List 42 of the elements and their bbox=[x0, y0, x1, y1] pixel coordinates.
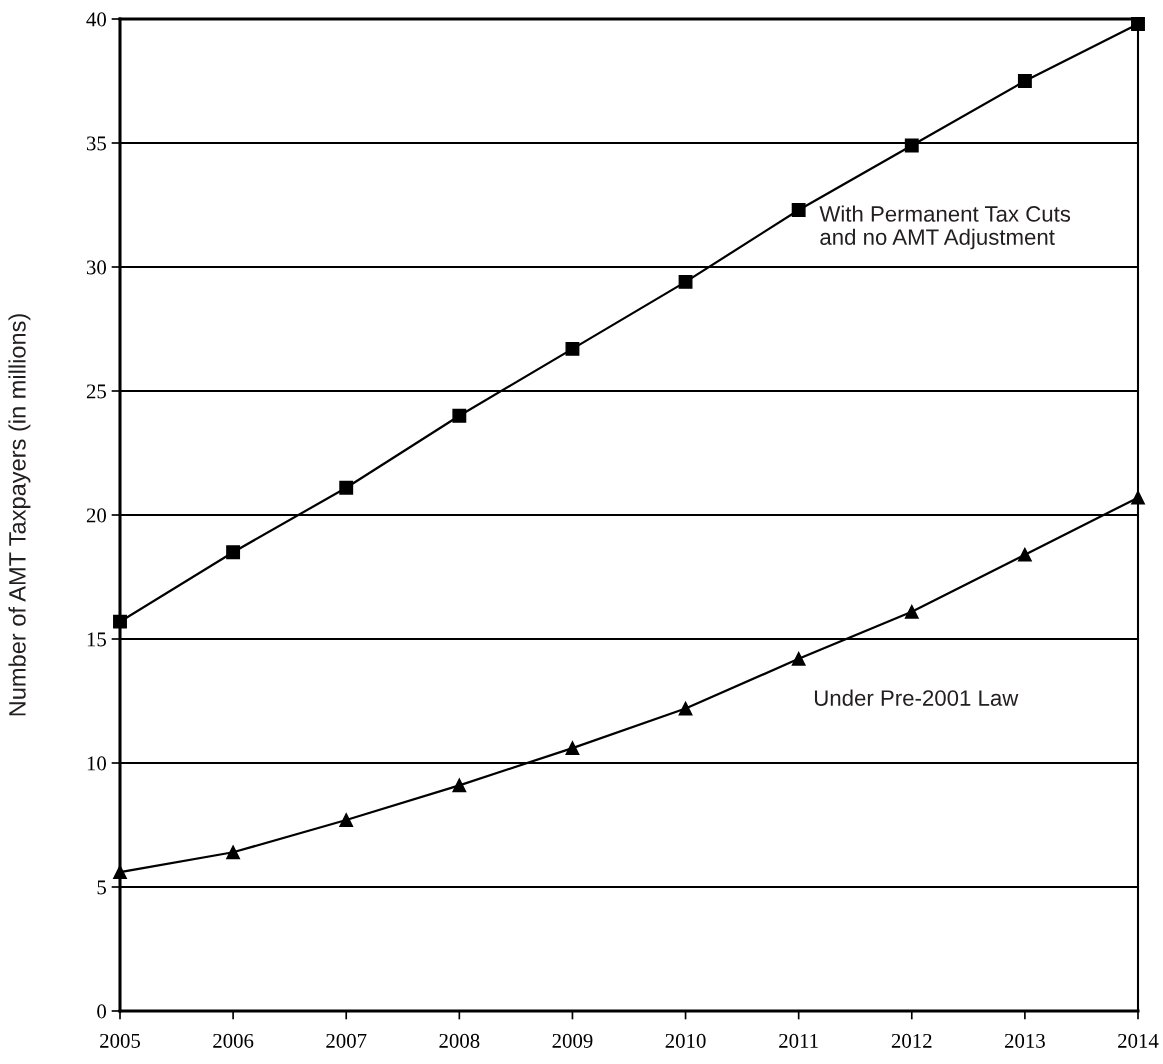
y-axis-title: Number of AMT Taxpayers (in millions) bbox=[8, 314, 31, 716]
point bbox=[452, 778, 467, 793]
point bbox=[565, 741, 580, 756]
point bbox=[791, 651, 806, 666]
point bbox=[904, 138, 919, 153]
y-tick-label: 35 bbox=[86, 136, 106, 151]
point bbox=[452, 408, 467, 423]
y-tick-label: 20 bbox=[86, 508, 107, 523]
y-tick-label: 40 bbox=[86, 12, 107, 27]
y-tick-label: 5 bbox=[97, 880, 106, 895]
y-tick-label: 0 bbox=[97, 1004, 107, 1019]
x-tick-label: 2011 bbox=[779, 1033, 818, 1048]
x-tick-label: 2013 bbox=[1004, 1033, 1045, 1048]
point bbox=[113, 614, 127, 629]
y-tick-label: 10 bbox=[87, 756, 107, 771]
x-tick-label: 2005 bbox=[100, 1033, 141, 1048]
x-tick-label: 2010 bbox=[665, 1033, 706, 1048]
x-tick-label: 2006 bbox=[213, 1033, 254, 1048]
point bbox=[1131, 490, 1145, 505]
point bbox=[678, 274, 693, 289]
x-tick-label: 2007 bbox=[326, 1033, 367, 1048]
y-tick-label: 30 bbox=[86, 260, 107, 275]
y-tick-label: 25 bbox=[86, 384, 106, 399]
point bbox=[339, 480, 354, 495]
point bbox=[226, 845, 241, 860]
series-label: With Permanent Tax Cuts and no AMT Adjustment bbox=[819, 205, 1071, 250]
point bbox=[339, 813, 354, 827]
point bbox=[904, 604, 919, 619]
point bbox=[1017, 74, 1032, 88]
point bbox=[678, 701, 693, 716]
x-tick-label: 2012 bbox=[891, 1033, 932, 1048]
point bbox=[791, 203, 806, 217]
point bbox=[565, 341, 580, 356]
x-tick-label: 2009 bbox=[552, 1033, 593, 1048]
point bbox=[1017, 547, 1032, 562]
x-tick-label: 2008 bbox=[439, 1033, 480, 1048]
point bbox=[1131, 17, 1145, 31]
point bbox=[113, 865, 127, 880]
series-label: Under Pre-2001 Law bbox=[814, 689, 1019, 706]
point bbox=[226, 545, 241, 560]
y-tick-label: 15 bbox=[87, 632, 106, 647]
x-tick-label: 2014 bbox=[1118, 1033, 1159, 1048]
